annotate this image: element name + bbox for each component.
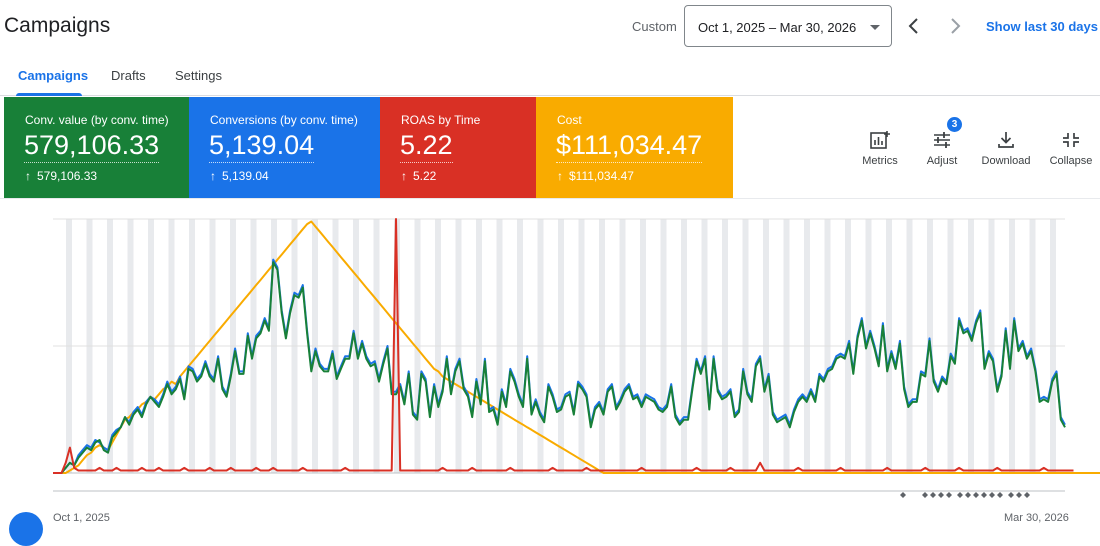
annotation-marker-icon [1016, 492, 1022, 498]
metric-delta-value: $111,034.47 [569, 169, 634, 183]
metric-label: Cost [557, 113, 582, 127]
metric-value: $111,034.47 [556, 130, 703, 163]
metrics-button[interactable]: Metrics [850, 128, 910, 176]
metric-delta: ↑ $111,034.47 [557, 169, 634, 183]
adjust-button-label: Adjust [926, 155, 958, 167]
tab-drafts[interactable]: Drafts [111, 68, 146, 83]
page-title: Campaigns [4, 14, 111, 37]
annotation-marker-icon [957, 492, 963, 498]
collapse-icon [1063, 133, 1079, 147]
metric-card-conv-value[interactable]: Conv. value (by conv. time) 579,106.33 ↑… [4, 97, 189, 198]
metrics-button-label: Metrics [862, 155, 898, 167]
caret-down-icon [870, 25, 880, 30]
metrics-chart-icon [870, 131, 890, 149]
previous-period-button[interactable] [902, 14, 926, 38]
metric-delta: ↑ 5,139.04 [210, 169, 269, 183]
date-range-value: Oct 1, 2025 – Mar 30, 2026 [698, 20, 857, 35]
arrow-up-icon: ↑ [557, 169, 563, 183]
metric-delta: ↑ 579,106.33 [25, 169, 97, 183]
collapse-button[interactable]: Collapse [1041, 128, 1100, 176]
performance-chart: Oct 1, 2025 Mar 30, 2026 [0, 198, 1100, 528]
annotation-marker-icon [938, 492, 944, 498]
metric-card-roas[interactable]: ROAS by Time 5.22 ↑ 5.22 [380, 97, 536, 198]
chevron-right-icon [951, 18, 961, 34]
next-period-button[interactable] [943, 14, 967, 38]
annotation-marker-icon [946, 492, 952, 498]
annotation-marker-icon [981, 492, 987, 498]
line-chart[interactable] [0, 199, 1100, 529]
annotation-marker-icon [930, 492, 936, 498]
top-bar: Campaigns Custom Oct 1, 2025 – Mar 30, 2… [0, 0, 1100, 52]
annotation-marker-icon [965, 492, 971, 498]
download-icon [998, 132, 1014, 148]
metric-card-conversions[interactable]: Conversions (by conv. time) 5,139.04 ↑ 5,… [189, 97, 380, 198]
tab-bar: Campaigns Drafts Settings [0, 52, 1100, 96]
metric-label: Conversions (by conv. time) [210, 113, 358, 127]
metric-value: 5.22 [400, 130, 453, 163]
chart-toolbar: Metrics 3 Adjust Download Collapse [850, 117, 1100, 178]
tune-sliders-icon [934, 132, 950, 148]
adjust-button[interactable]: 3 Adjust [912, 117, 972, 176]
download-button[interactable]: Download [976, 128, 1036, 176]
series-line-conv-value-by-conv-time [53, 261, 1066, 474]
annotation-marker-icon [973, 492, 979, 498]
metric-delta-value: 5.22 [413, 169, 437, 183]
date-range-label: Custom [632, 19, 677, 34]
annotation-marker-icon [989, 492, 995, 498]
collapse-button-label: Collapse [1049, 155, 1093, 167]
annotation-marker-icon [922, 492, 928, 498]
active-tab-indicator [16, 93, 82, 96]
series-line-cost [53, 220, 1100, 474]
download-button-label: Download [981, 155, 1031, 167]
metric-label: ROAS by Time [401, 113, 481, 127]
adjust-count-badge: 3 [947, 117, 962, 132]
metric-label: Conv. value (by conv. time) [25, 113, 169, 127]
x-axis-end-label: Mar 30, 2026 [1004, 512, 1069, 524]
tab-settings[interactable]: Settings [175, 68, 222, 83]
arrow-up-icon: ↑ [25, 169, 31, 183]
metric-card-cost[interactable]: Cost $111,034.47 ↑ $111,034.47 [536, 97, 733, 198]
metric-value: 579,106.33 [24, 130, 160, 163]
metric-delta-value: 5,139.04 [222, 169, 269, 183]
tab-campaigns[interactable]: Campaigns [18, 68, 89, 83]
annotation-marker-icon [1008, 492, 1014, 498]
arrow-up-icon: ↑ [210, 169, 216, 183]
annotation-marker-icon [997, 492, 1003, 498]
series-line-roas-by-time [53, 218, 1074, 474]
chevron-left-icon [908, 18, 918, 34]
metric-delta: ↑ 5.22 [401, 169, 436, 183]
show-last-30-days-link[interactable]: Show last 30 days [986, 19, 1098, 34]
date-range-picker[interactable]: Oct 1, 2025 – Mar 30, 2026 [684, 5, 892, 47]
metric-value: 5,139.04 [209, 130, 315, 163]
annotation-marker-icon [900, 492, 906, 498]
arrow-up-icon: ↑ [401, 169, 407, 183]
add-button[interactable] [9, 512, 43, 546]
metric-delta-value: 579,106.33 [37, 169, 98, 183]
annotation-marker-icon [1024, 492, 1030, 498]
x-axis-start-label: Oct 1, 2025 [53, 512, 110, 524]
